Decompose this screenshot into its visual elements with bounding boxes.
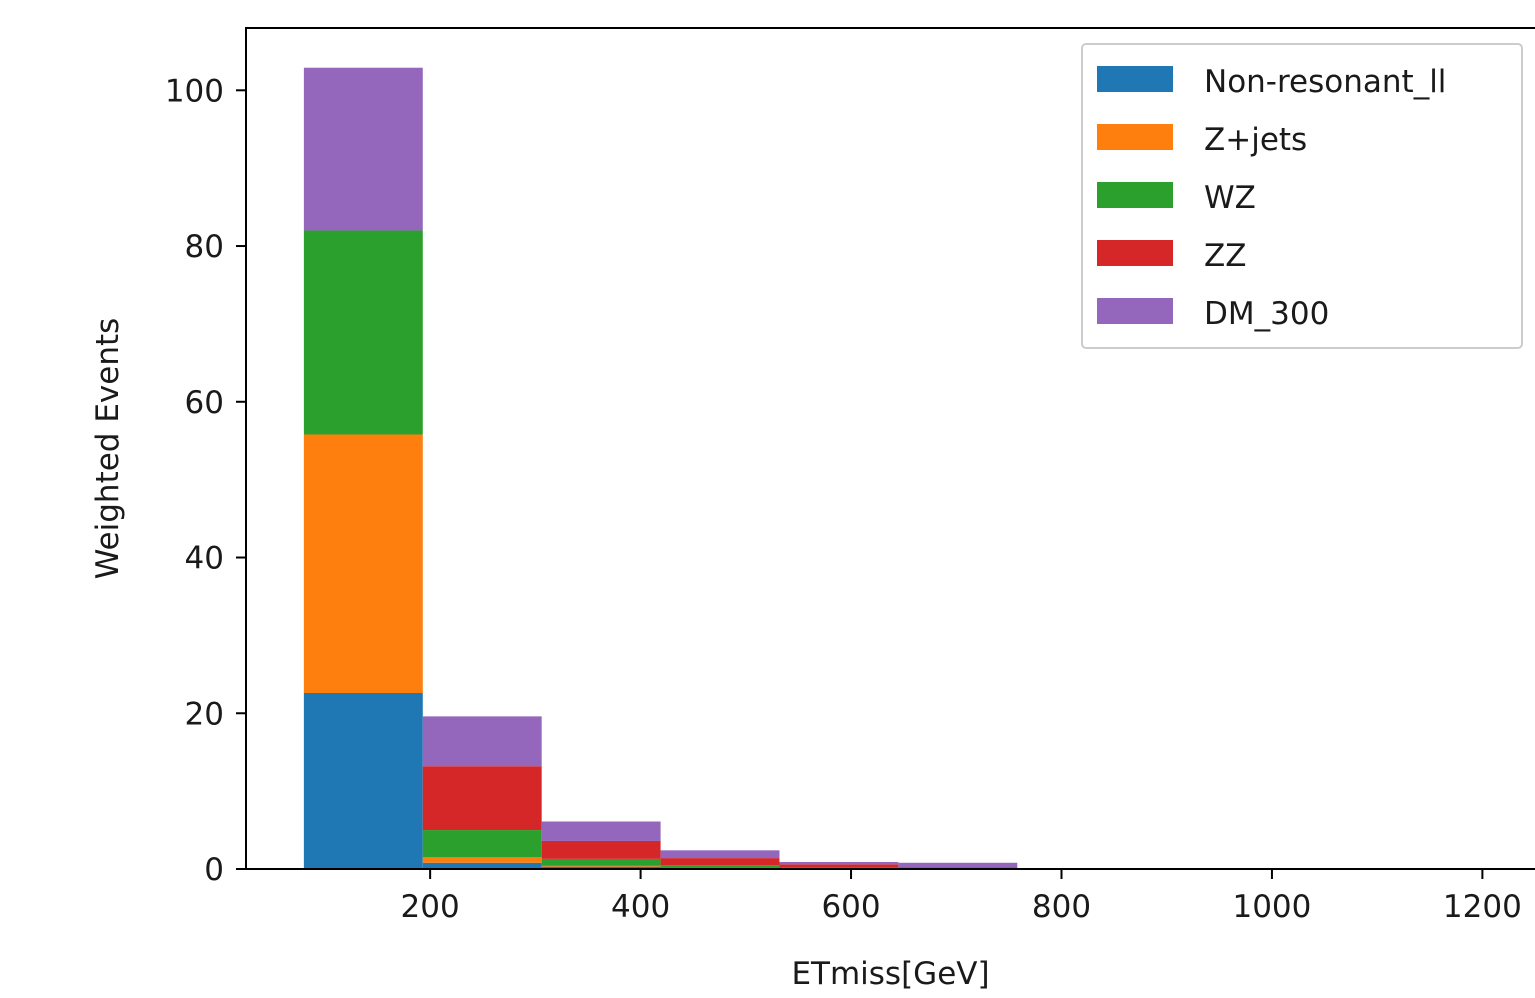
legend-label: ZZ bbox=[1204, 238, 1246, 274]
x-tick-label: 1000 bbox=[1232, 889, 1311, 925]
legend-swatch bbox=[1097, 182, 1173, 208]
bar-z-jets-bin-0 bbox=[303, 434, 423, 694]
bar-non-resonant-ll-bin-0 bbox=[303, 693, 423, 869]
y-tick-label: 100 bbox=[165, 73, 224, 109]
legend-label: DM_300 bbox=[1204, 296, 1329, 332]
bar-wz-bin-0 bbox=[303, 230, 423, 435]
legend: Non-resonant_ll Z+jets WZ ZZ DM_300 bbox=[1081, 43, 1523, 349]
y-axis: 0 20 40 60 80 100 bbox=[165, 73, 246, 888]
bar-z-jets-bin-1 bbox=[422, 857, 542, 863]
x-tick-label: 1200 bbox=[1443, 889, 1522, 925]
bar-non-resonant-ll-bin-2 bbox=[541, 866, 661, 869]
x-tick-label: 600 bbox=[821, 889, 880, 925]
x-axis: 200 400 600 800 1000 1200 bbox=[401, 869, 1522, 925]
bar-dm-300-bin-4 bbox=[779, 861, 899, 865]
bar-non-resonant-ll-bin-1 bbox=[422, 862, 542, 869]
bar-zz-bin-1 bbox=[422, 766, 542, 831]
x-tick-label: 200 bbox=[401, 889, 460, 925]
legend-label: Non-resonant_ll bbox=[1204, 64, 1446, 100]
bars-layer bbox=[303, 67, 1018, 869]
legend-swatch bbox=[1097, 66, 1173, 92]
y-tick-label: 40 bbox=[185, 541, 224, 577]
bar-wz-bin-3 bbox=[660, 865, 780, 868]
x-tick-label: 800 bbox=[1032, 889, 1091, 925]
y-tick-label: 0 bbox=[204, 852, 224, 888]
y-tick-label: 60 bbox=[185, 385, 224, 421]
legend-swatch bbox=[1097, 298, 1173, 324]
y-tick-label: 80 bbox=[185, 229, 224, 265]
bar-zz-bin-4 bbox=[779, 864, 899, 868]
x-tick-label: 400 bbox=[611, 889, 670, 925]
bar-dm-300-bin-2 bbox=[541, 821, 661, 841]
legend-label: WZ bbox=[1204, 180, 1256, 216]
plot-frame bbox=[245, 27, 1535, 870]
bar-wz-bin-2 bbox=[541, 858, 661, 866]
bar-zz-bin-3 bbox=[660, 858, 780, 866]
bar-dm-300-bin-3 bbox=[660, 850, 780, 859]
legend-label: Z+jets bbox=[1204, 122, 1307, 158]
bar-dm-300-bin-1 bbox=[422, 716, 542, 767]
x-axis-label: ETmiss[GeV] bbox=[791, 956, 989, 992]
bar-dm-300-bin-5 bbox=[898, 862, 1018, 868]
y-axis-label: Weighted Events bbox=[90, 318, 126, 580]
y-tick-label: 20 bbox=[185, 696, 224, 732]
bar-zz-bin-2 bbox=[541, 840, 661, 859]
legend-swatch bbox=[1097, 240, 1173, 266]
bar-wz-bin-1 bbox=[422, 830, 542, 858]
bar-wz-bin-4 bbox=[779, 867, 899, 869]
legend-frame bbox=[1081, 43, 1523, 349]
bar-z-jets-bin-2 bbox=[541, 865, 661, 867]
legend-swatch bbox=[1097, 124, 1173, 150]
bar-dm-300-bin-0 bbox=[303, 67, 423, 231]
